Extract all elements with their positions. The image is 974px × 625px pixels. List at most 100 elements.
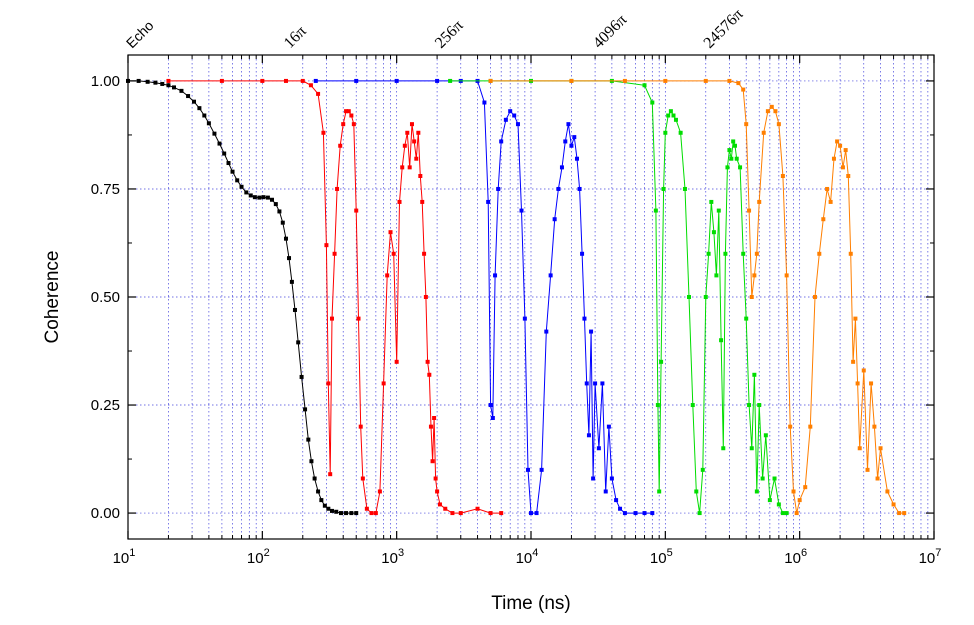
data-point (369, 511, 374, 516)
data-point (206, 121, 211, 126)
y-tick-label: 0.00 (91, 505, 120, 522)
data-point (338, 511, 343, 516)
pulse-label: 4096π (590, 11, 630, 51)
data-point (416, 130, 421, 135)
pulse-label: 16π (281, 23, 310, 52)
data-point (548, 273, 553, 278)
data-point (808, 424, 813, 429)
data-point (663, 130, 668, 135)
data-point (828, 199, 833, 204)
data-point (569, 78, 574, 83)
data-point (354, 208, 359, 213)
data-point (606, 424, 611, 429)
data-point (572, 135, 577, 140)
data-point (335, 186, 340, 191)
data-point (686, 295, 691, 299)
data-point (349, 113, 354, 118)
x-tick-label: 107 (919, 547, 942, 567)
data-point (563, 139, 568, 144)
data-point (486, 199, 491, 204)
data-point (488, 511, 493, 516)
x-tick-label: 103 (381, 547, 404, 567)
data-point (694, 489, 699, 494)
data-point (344, 109, 349, 114)
data-point (145, 79, 150, 84)
data-point (556, 186, 561, 191)
data-point (853, 316, 858, 321)
data-point (166, 78, 171, 83)
data-point (661, 186, 666, 191)
data-point (716, 208, 721, 213)
y-tick-label: 0.25 (91, 397, 120, 414)
data-point (273, 202, 278, 207)
data-point (522, 316, 527, 321)
data-point (741, 251, 746, 256)
data-point (488, 78, 493, 83)
data-point (891, 502, 896, 507)
data-point (388, 230, 393, 235)
y-tick-label: 1.00 (91, 73, 120, 90)
x-tick-label: 102 (247, 547, 270, 567)
series-2 (313, 78, 655, 516)
data-point (373, 511, 378, 516)
data-point (744, 122, 749, 127)
data-point (857, 446, 862, 451)
data-point (663, 78, 668, 83)
data-point (711, 230, 716, 235)
data-point (784, 511, 789, 516)
data-point (655, 403, 660, 408)
data-point (754, 489, 759, 494)
data-point (397, 199, 402, 204)
data-point (360, 476, 365, 481)
data-point (769, 104, 774, 109)
data-point (179, 88, 184, 93)
data-point (776, 502, 781, 507)
data-point (448, 78, 453, 83)
data-point (580, 251, 585, 256)
data-point (788, 424, 793, 429)
data-point (697, 511, 702, 516)
pulse-label: 256π (432, 17, 467, 52)
data-point (326, 381, 331, 386)
data-point (586, 433, 591, 438)
data-point (385, 273, 390, 278)
data-point (230, 169, 235, 174)
data-point (338, 143, 343, 148)
data-point (136, 78, 141, 83)
data-point (749, 295, 754, 299)
series-3 (448, 78, 789, 516)
data-point (235, 178, 240, 183)
data-point (614, 498, 619, 503)
data-point (316, 91, 321, 96)
pulse-annotations: Echo 16π 256π 4096π 24576π (123, 6, 747, 52)
data-point (749, 446, 754, 451)
data-point (450, 511, 455, 516)
pulse-label: 24576π (701, 6, 747, 52)
data-point (671, 113, 676, 118)
data-point (239, 184, 244, 189)
data-point (831, 156, 836, 161)
data-point (269, 197, 274, 202)
data-point (328, 472, 333, 477)
x-tick-label: 104 (516, 547, 539, 567)
data-point (341, 122, 346, 127)
data-point (682, 186, 687, 191)
data-point (773, 109, 778, 114)
data-point (851, 359, 856, 364)
data-point (458, 511, 463, 516)
data-point (589, 329, 594, 334)
data-point (603, 489, 608, 494)
data-point (391, 251, 396, 256)
data-point (166, 83, 171, 88)
data-point (346, 109, 351, 114)
data-point (622, 511, 627, 516)
data-point (714, 273, 719, 278)
data-point (153, 80, 158, 85)
data-point (496, 186, 501, 191)
data-point (725, 165, 730, 170)
data-point (257, 195, 262, 200)
data-point (897, 511, 902, 516)
data-series (126, 78, 907, 516)
data-point (192, 99, 197, 104)
